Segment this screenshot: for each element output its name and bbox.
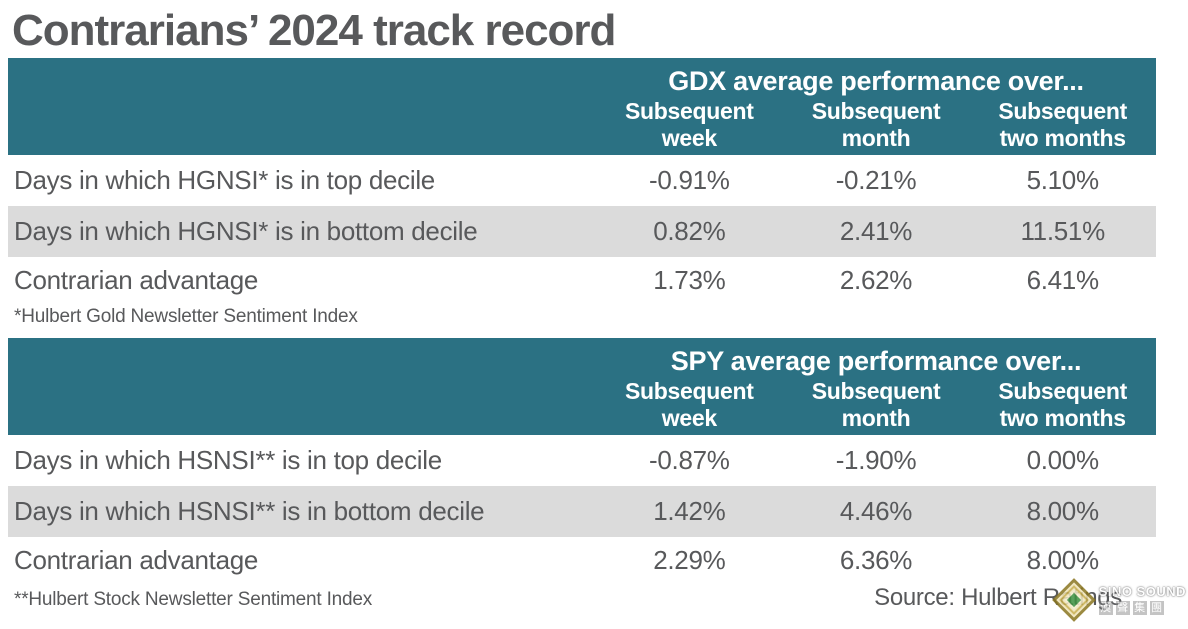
column-header-subsequent-two-months: Subsequent two months (969, 378, 1156, 432)
gdx-header-spacer (8, 58, 596, 155)
spy-header-spacer (8, 338, 596, 435)
value-cell: 11.51% (1020, 216, 1105, 246)
column-header-line1: Subsequent (998, 377, 1127, 404)
value-cell: 1.73% (653, 265, 726, 295)
column-header-line1: Subsequent (811, 97, 941, 124)
column-header-line2: two months (999, 124, 1126, 151)
table-row-gdx-bottom-decile: Days in which HGNSI* is in bottom decile… (8, 206, 1156, 257)
column-header-subsequent-month: Subsequent month (783, 98, 970, 152)
value-cell: 2.29% (653, 545, 726, 575)
column-header-line1: Subsequent (625, 97, 754, 124)
spy-header-title: SPY average performance over... (670, 345, 1082, 376)
column-header-line2: week (661, 124, 717, 151)
watermark-char: 集 (1132, 601, 1147, 615)
sino-sound-watermark: SINO SOUND 漢 聲 集 團 (1051, 577, 1186, 623)
watermark-name: SINO SOUND (1098, 584, 1186, 599)
watermark-text: SINO SOUND 漢 聲 集 團 (1098, 584, 1186, 615)
watermark-chinese: 漢 聲 集 團 (1098, 601, 1186, 615)
value-cell: -0.91% (649, 165, 730, 195)
table-row-spy-top-decile: Days in which HSNSI** is in top decile -… (8, 435, 1156, 486)
row-label: Days in which HSNSI** is in bottom decil… (14, 496, 485, 526)
gem-logo-icon (1051, 578, 1096, 622)
column-header-subsequent-week: Subsequent week (596, 378, 783, 432)
watermark-char: 聲 (1115, 601, 1130, 615)
row-label: Days in which HGNSI* is in bottom decile (14, 216, 478, 246)
value-cell: 0.82% (653, 216, 726, 246)
value-cell: 5.10% (1026, 165, 1100, 195)
value-cell: -0.87% (649, 445, 730, 475)
watermark-char: 漢 (1098, 601, 1113, 615)
table-row-spy-bottom-decile: Days in which HSNSI** is in bottom decil… (8, 486, 1156, 537)
value-cell: 4.46% (839, 496, 913, 526)
row-label: Days in which HSNSI** is in top decile (14, 445, 442, 475)
table-row-gdx-contrarian-advantage: Contrarian advantage 1.73% 2.62% 6.41% (8, 257, 1156, 304)
column-header-line2: two months (999, 404, 1126, 431)
column-header-line2: week (661, 404, 717, 431)
spy-footnote: **Hulbert Stock Newsletter Sentiment Ind… (14, 589, 373, 610)
column-header-line1: Subsequent (998, 97, 1127, 124)
row-label: Contrarian advantage (14, 545, 259, 575)
spy-performance-table: SPY average performance over... Subseque… (8, 338, 1156, 584)
value-cell: 6.36% (839, 545, 913, 575)
spy-column-headers: Subsequent week Subsequent month Subsequ… (596, 378, 1156, 432)
value-cell: 8.00% (1026, 545, 1100, 575)
watermark-char: 團 (1149, 601, 1164, 615)
gdx-footnote: *Hulbert Gold Newsletter Sentiment Index (14, 306, 358, 327)
value-cell: 6.41% (1026, 265, 1100, 295)
gdx-header-main: GDX average performance over... Subseque… (596, 58, 1156, 155)
column-header-line1: Subsequent (625, 377, 754, 404)
gdx-table-header-band: GDX average performance over... Subseque… (8, 58, 1156, 155)
column-header-line2: month (841, 124, 911, 151)
bottom-line: **Hulbert Stock Newsletter Sentiment Ind… (8, 584, 1156, 612)
spy-header-main: SPY average performance over... Subseque… (596, 338, 1156, 435)
table-row-spy-contrarian-advantage: Contrarian advantage 2.29% 6.36% 8.00% (8, 537, 1156, 584)
column-header-line2: month (841, 404, 911, 431)
spy-table-header-band: SPY average performance over... Subseque… (8, 338, 1156, 435)
value-cell: 2.41% (839, 216, 913, 246)
column-header-line1: Subsequent (811, 377, 941, 404)
row-label: Contrarian advantage (14, 265, 259, 295)
gdx-column-headers: Subsequent week Subsequent month Subsequ… (596, 98, 1156, 152)
table-row-gdx-top-decile: Days in which HGNSI* is in top decile -0… (8, 155, 1156, 206)
gdx-header-title: GDX average performance over... (668, 65, 1084, 96)
value-cell: 0.00% (1026, 445, 1100, 475)
row-label: Days in which HGNSI* is in top decile (14, 165, 435, 195)
column-header-subsequent-month: Subsequent month (783, 378, 970, 432)
value-cell: 2.62% (839, 265, 913, 295)
column-header-subsequent-two-months: Subsequent two months (969, 98, 1156, 152)
value-cell: 1.42% (653, 496, 726, 526)
gdx-performance-table: GDX average performance over... Subseque… (8, 58, 1156, 338)
value-cell: -0.21% (835, 165, 917, 195)
value-cell: 8.00% (1026, 496, 1100, 526)
column-header-subsequent-week: Subsequent week (596, 98, 783, 152)
page-title: Contrarians’ 2024 track record (12, 6, 616, 55)
value-cell: -1.90% (835, 445, 917, 475)
